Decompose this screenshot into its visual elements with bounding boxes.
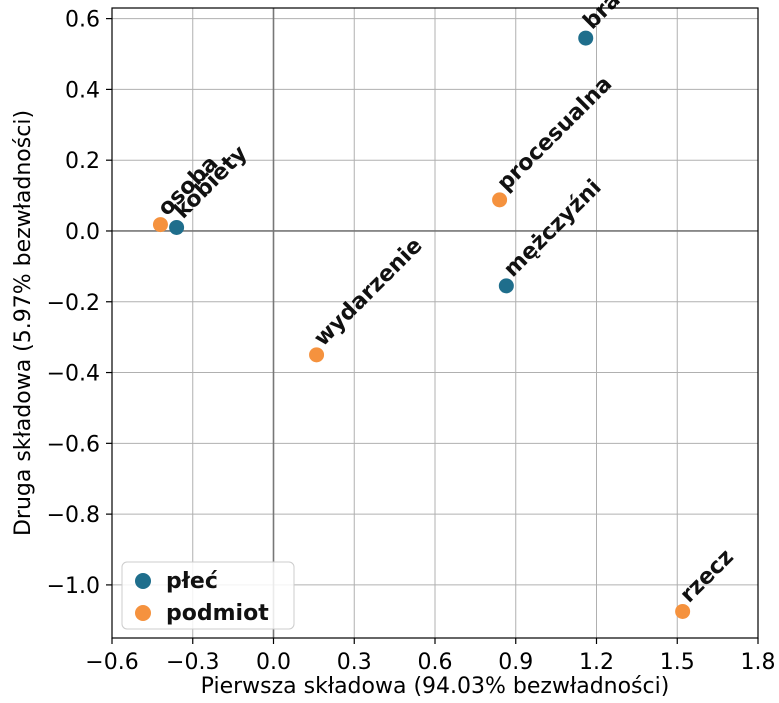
y-tick-label: −1.0 bbox=[47, 574, 100, 599]
y-axis-label: Druga składowa (5.97% bezwładności) bbox=[11, 110, 36, 536]
legend-marker-plec bbox=[135, 573, 151, 589]
x-tick-label: −0.3 bbox=[166, 650, 219, 675]
x-tick-label: 1.5 bbox=[660, 650, 695, 675]
legend-marker-podmiot bbox=[135, 605, 151, 621]
data-point bbox=[152, 217, 168, 233]
y-tick-label: 0.4 bbox=[65, 78, 100, 103]
x-tick-label: −0.6 bbox=[85, 650, 138, 675]
y-tick-label: 0.2 bbox=[65, 149, 100, 174]
data-point bbox=[169, 219, 185, 235]
legend-box bbox=[121, 561, 295, 630]
data-point bbox=[675, 603, 691, 619]
x-axis-label: Pierwsza składowa (94.03% bezwładności) bbox=[201, 674, 670, 699]
legend: płeć podmiot bbox=[121, 561, 295, 630]
x-tick-label: 0.9 bbox=[498, 650, 533, 675]
x-tick-label: 1.8 bbox=[741, 650, 776, 675]
legend-label-podmiot: podmiot bbox=[166, 601, 269, 626]
y-tick-label: −0.2 bbox=[47, 291, 100, 316]
x-tick-label: 0.0 bbox=[256, 650, 291, 675]
data-point bbox=[309, 347, 325, 363]
plot-frame bbox=[111, 7, 759, 639]
data-point bbox=[578, 30, 594, 46]
y-tick-label: −0.8 bbox=[47, 503, 100, 528]
x-tick-label: 1.2 bbox=[579, 650, 614, 675]
y-tick-label: −0.6 bbox=[47, 432, 100, 457]
reference-lines bbox=[112, 8, 758, 638]
data-point bbox=[498, 278, 514, 294]
data-point bbox=[492, 192, 508, 208]
y-tick-label: −0.4 bbox=[47, 362, 100, 387]
x-tick-label: 0.3 bbox=[337, 650, 372, 675]
ticks: −0.6 −0.3 0.0 0.3 0.6 0.9 1.2 1.5 1.8 0.6 0.4 0.2 0.… bbox=[47, 8, 776, 675]
y-tick-label: 0.6 bbox=[65, 8, 100, 33]
x-tick-label: 0.6 bbox=[418, 650, 453, 675]
legend-label-plec: płeć bbox=[166, 569, 218, 594]
y-tick-label: 0.0 bbox=[65, 220, 100, 245]
